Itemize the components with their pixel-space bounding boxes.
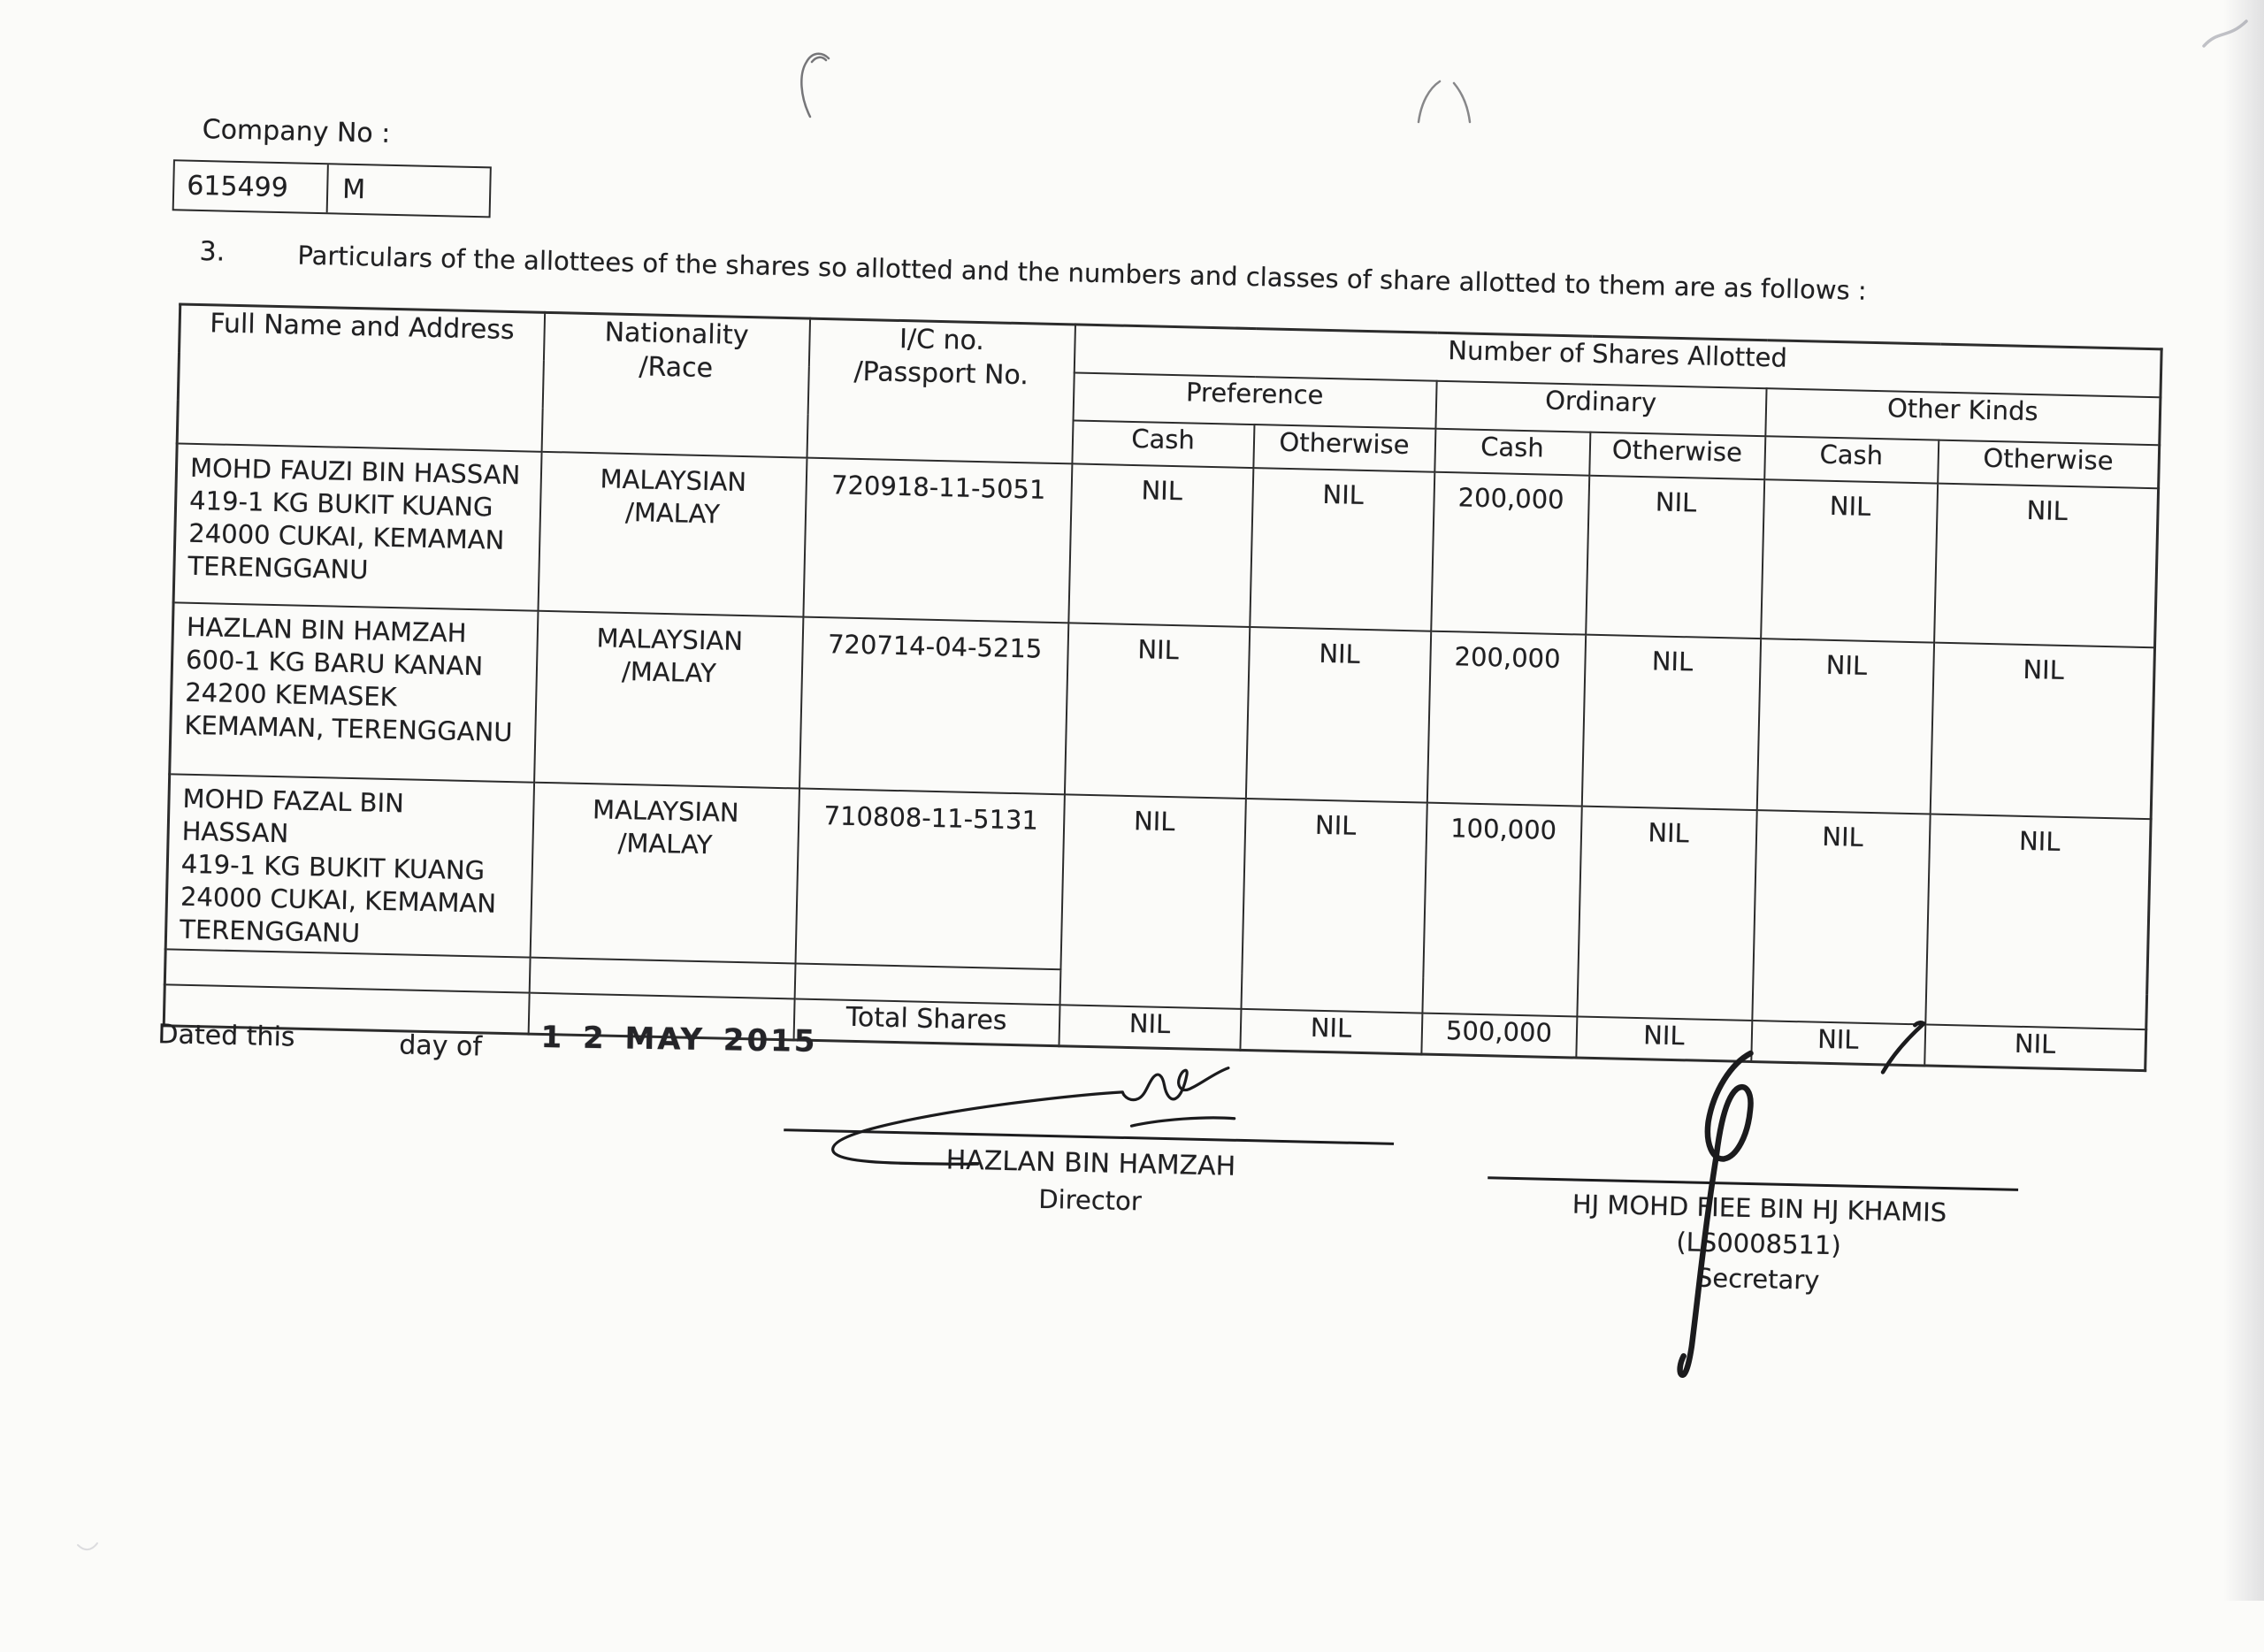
allottee-name-address: MOHD FAUZI BIN HASSAN 419-1 KG BUKIT KUA…: [173, 443, 542, 611]
allottee-nationality: MALAYSIAN /MALAY: [533, 610, 803, 789]
col-header-nationality-line2: /Race: [639, 351, 714, 385]
allottee-nationality: MALAYSIAN /MALAY: [530, 782, 799, 964]
shares-value: NIL: [1933, 483, 2159, 648]
director-title: Director: [1037, 1183, 1143, 1217]
col-header-other-kinds: Other Kinds: [1764, 388, 2161, 446]
col-header-pref-otherwise: Otherwise: [1252, 424, 1435, 472]
allottee-ic: 720714-04-5215: [799, 616, 1068, 795]
allottees-table: Full Name and Address Nationality /Race …: [162, 302, 2163, 1072]
secretary-license-no: (LS0008511): [1676, 1227, 1842, 1261]
company-no-label: Company No :: [202, 114, 391, 149]
shares-value: NIL: [1064, 623, 1250, 799]
item-number: 3.: [199, 235, 226, 268]
secretary-name: HJ MOHD FIEE BIN HJ KHAMIS: [1572, 1189, 1947, 1228]
total-shares-value: NIL: [1575, 1016, 1752, 1061]
shares-value: NIL: [1576, 806, 1757, 1021]
nationality-line: /MALAY: [624, 496, 721, 530]
company-no-value: 615499: [173, 161, 329, 213]
col-header-ordinary: Ordinary: [1434, 380, 1767, 437]
shares-value: NIL: [1751, 810, 1931, 1025]
col-header-ic-line2: /Passport No.: [853, 356, 1029, 392]
allottee-nationality: MALAYSIAN /MALAY: [537, 451, 807, 617]
total-shares-value: NIL: [1750, 1021, 1925, 1066]
shares-value: NIL: [1245, 627, 1431, 803]
col-header-ord-cash: Cash: [1434, 428, 1590, 476]
dated-this-label: Dated this: [157, 1019, 295, 1053]
day-of-label: day of: [398, 1029, 483, 1063]
shares-value: NIL: [1059, 794, 1246, 1009]
col-header-other-cash: Cash: [1763, 436, 1939, 484]
empty-cell: [794, 963, 1060, 1006]
col-header-ord-otherwise: Otherwise: [1588, 432, 1765, 480]
director-name: HAZLAN BIN HAMZAH: [945, 1144, 1236, 1182]
nationality-line: /MALAY: [617, 827, 713, 860]
total-shares-value: 500,000: [1420, 1013, 1577, 1058]
shares-value: 200,000: [1430, 471, 1589, 635]
col-header-name: Full Name and Address: [177, 303, 545, 452]
shares-value: NIL: [1240, 798, 1427, 1013]
company-no-suffix: M: [341, 173, 366, 205]
shares-value: 100,000: [1421, 802, 1582, 1017]
shares-value: NIL: [1581, 634, 1761, 811]
col-header-ic: I/C no. /Passport No.: [806, 318, 1075, 464]
scanned-return-of-allotment-form: { "page": { "company_no_label": "Company…: [77, 0, 2264, 1601]
total-shares-label: Total Shares: [793, 998, 1060, 1046]
empty-cell: [529, 957, 796, 999]
shares-value: NIL: [1249, 468, 1434, 631]
allottee-ic: 720918-11-5051: [802, 457, 1072, 623]
col-header-pref-cash: Cash: [1071, 420, 1254, 469]
col-header-other-otherwise: Otherwise: [1937, 440, 2160, 489]
scanner-edge-shadow: [2223, 0, 2264, 1601]
total-shares-value: NIL: [1239, 1008, 1422, 1054]
allottee-name-address: HAZLAN BIN HAMZAH 600-1 KG BARU KANAN 24…: [169, 602, 538, 783]
shares-value: NIL: [1067, 463, 1253, 628]
date-stamp: 1 2 MAY 2015: [540, 1020, 818, 1059]
nationality-line: /MALAY: [621, 655, 717, 689]
total-shares-value: NIL: [1924, 1024, 2146, 1071]
shares-value: NIL: [1585, 475, 1764, 639]
shares-value: NIL: [1760, 479, 1938, 643]
company-no-box: 615499 M: [172, 159, 492, 218]
allottee-ic: 710808-11-5131: [795, 788, 1065, 970]
shares-value: NIL: [1756, 639, 1934, 815]
shares-value: 200,000: [1426, 631, 1586, 807]
col-header-preference: Preference: [1073, 372, 1437, 429]
shares-value: NIL: [1924, 814, 2152, 1030]
secretary-title: Secretary: [1695, 1262, 1820, 1296]
name-line: KEMAMAN, TERENGGANU: [184, 709, 513, 748]
allottee-name-address: MOHD FAZAL BIN HASSAN 419-1 KG BUKIT KUA…: [165, 774, 534, 958]
col-header-ic-line1: I/C no.: [899, 323, 985, 357]
col-header-nationality-line1: Nationality: [604, 317, 749, 352]
director-signature-dash: [1129, 1116, 1236, 1128]
col-header-nationality: Nationality /Race: [541, 312, 810, 458]
total-shares-value: NIL: [1058, 1005, 1241, 1050]
item-text: Particulars of the allottees of the shar…: [297, 240, 1868, 306]
shares-value: NIL: [1930, 642, 2155, 820]
